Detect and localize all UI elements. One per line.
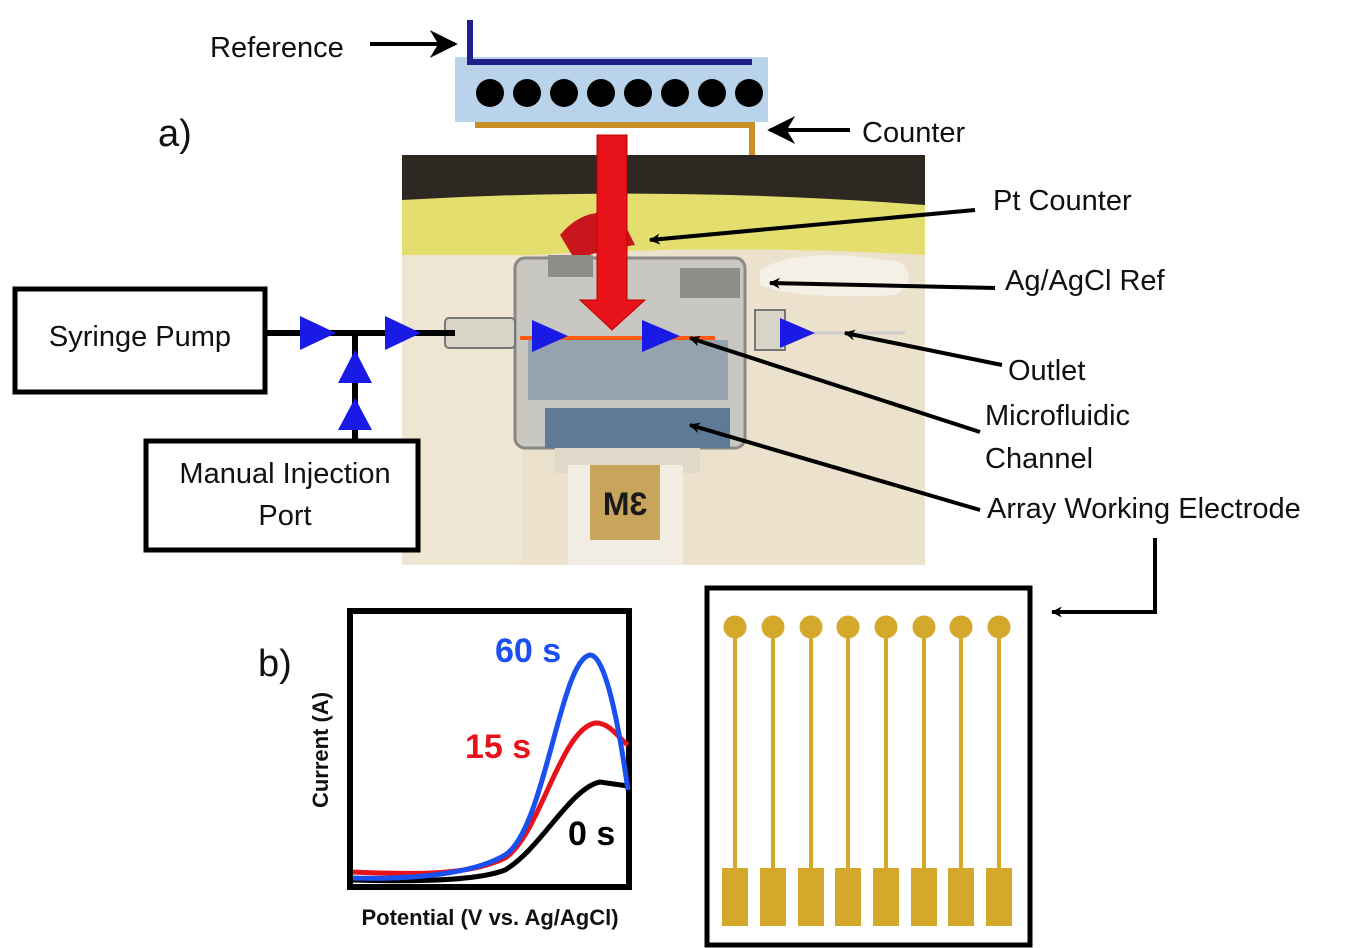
curve-label: 0 s: [568, 815, 615, 853]
photo: 3M: [402, 155, 925, 565]
callout-label: Ag/AgCl Ref: [1005, 265, 1166, 297]
pump-label: Syringe Pump: [49, 321, 231, 353]
reference-line: [470, 20, 752, 62]
callout-label: Outlet: [1008, 355, 1085, 387]
callout-label: Array Working Electrode: [987, 493, 1301, 525]
curve-label: 60 s: [495, 632, 561, 670]
curve-label: 15 s: [465, 728, 531, 766]
y-axis-label: Current (A): [308, 692, 333, 808]
callout-label: Channel: [985, 443, 1093, 475]
logo: 3M: [603, 486, 647, 522]
reference-label: Reference: [210, 32, 344, 64]
panel-label: a): [158, 113, 192, 155]
array-electrode: [707, 588, 1030, 945]
panel-label: b): [258, 643, 292, 685]
callout-label: Microfluidic: [985, 400, 1130, 432]
x-axis-label: Potential (V vs. Ag/AgCl): [361, 905, 618, 930]
counter-label: Counter: [862, 117, 966, 149]
injection-label: Port: [258, 500, 311, 532]
arrow: [1052, 538, 1155, 612]
figure: Reference Counter a) 3M Syringe Pump Man…: [0, 0, 1360, 948]
injection-label: Manual Injection: [179, 458, 390, 490]
callout-label: Pt Counter: [993, 185, 1132, 217]
